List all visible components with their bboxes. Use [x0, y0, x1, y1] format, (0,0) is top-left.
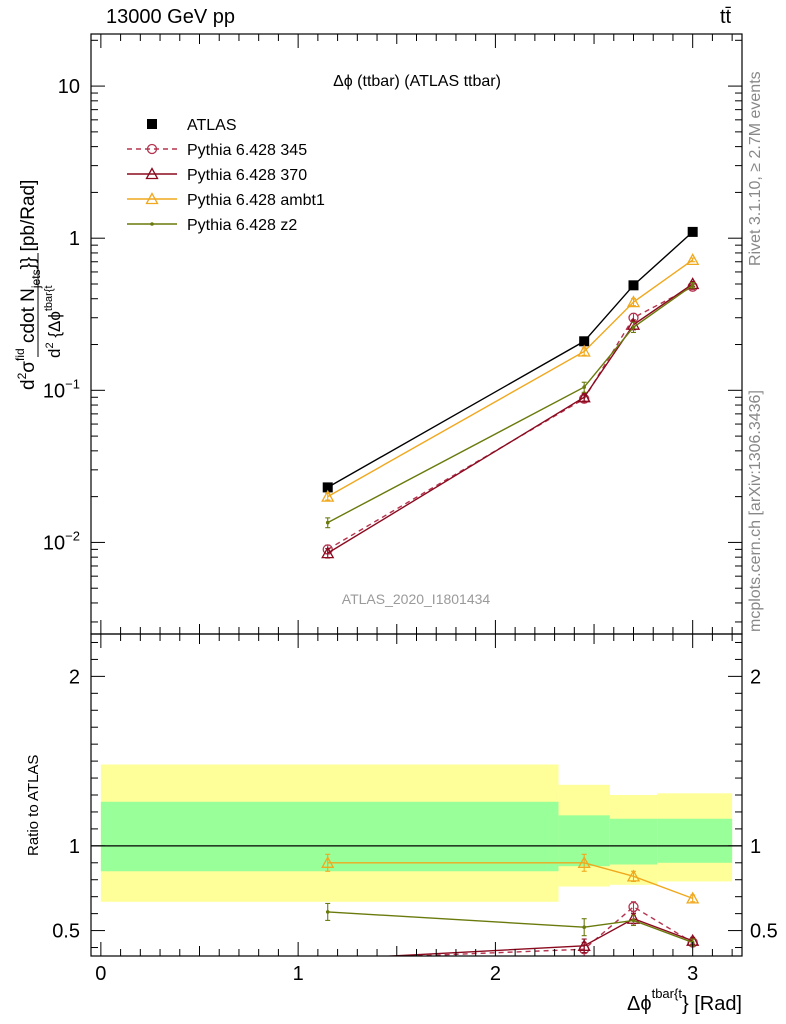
main-point-2-0 — [321, 546, 335, 559]
xtick-label-1: 1 — [293, 963, 304, 985]
legend-marker-0 — [147, 119, 157, 129]
ratio-series-line-3 — [327, 911, 693, 944]
main-point-3-0 — [321, 489, 335, 502]
legend-label-4: Pythia 6.428 z2 — [187, 217, 297, 234]
xlabel-sup: tbar{t — [652, 986, 683, 1001]
ratio-point-2-2 — [626, 869, 641, 882]
ylabel-sup2: 2 — [15, 372, 29, 379]
ratio-series-line-1 — [378, 917, 693, 956]
ylabel-jets: jets — [29, 269, 43, 289]
main-ytick-label-1: 10−1 — [43, 376, 80, 402]
ratio-ytick-label-left-0: 0.5 — [52, 921, 80, 943]
ratio-panel: 0 1 2 3 0.5 0.5 1 1 2 2 — [52, 633, 778, 985]
legend: ATLAS Pythia 6.428 345 Pythia 6.428 370 Pyt… — [127, 117, 325, 234]
main-ytick-label-3: 10 — [58, 76, 80, 98]
ratio-point-3-2 — [631, 918, 636, 923]
ratio-ytick-label-left-2: 2 — [69, 666, 80, 688]
ratio-ytick-label-right-2: 2 — [750, 666, 761, 688]
main-ylabel-denominator: d2 {Δϕtbar{t — [43, 285, 64, 358]
main-point-0-1 — [579, 336, 590, 347]
ratio-point-2-0 — [321, 855, 335, 868]
main-panel: 10−2 10−1 1 10 — [43, 33, 743, 635]
legend-label-3: Pythia 6.428 ambt1 — [187, 192, 325, 209]
ratio-point-2-1 — [577, 855, 591, 868]
ratio-point-3-0 — [325, 910, 330, 914]
legend-label-1: Pythia 6.428 345 — [187, 142, 307, 159]
ratio-point-3-1 — [582, 925, 586, 929]
xtick-label-2: 2 — [490, 963, 501, 985]
legend-marker-1 — [146, 143, 158, 155]
main-point-4-3 — [690, 283, 695, 288]
uncertainty-band-inner-2 — [609, 818, 658, 865]
main-series-line-4 — [327, 284, 694, 524]
main-point-4-2 — [631, 325, 636, 329]
ylabel-fid: fid — [13, 348, 27, 361]
legend-marker-3 — [145, 192, 159, 205]
main-point-0-0 — [322, 482, 333, 493]
ylabel-den-d: d — [45, 349, 64, 358]
main-point-4-0 — [325, 520, 330, 525]
xtick-label-3: 3 — [687, 963, 698, 985]
ratio-point-0-2 — [628, 901, 639, 913]
ratio-series-line-2 — [327, 862, 693, 900]
main-ytick-label-2: 1 — [69, 228, 80, 250]
ratio-ytick-label-left-1: 1 — [69, 836, 80, 858]
main-point-0-2 — [628, 280, 639, 291]
process-label: tt̄ — [720, 6, 732, 28]
ylabel-braces: }} [pb/Rad] — [18, 180, 39, 270]
main-title: Δϕ (ttbar) (ATLAS ttbar) — [333, 73, 501, 90]
main-series-line-0 — [327, 231, 694, 489]
analysis-watermark: ATLAS_2020_I1801434 — [342, 591, 491, 607]
main-point-2-1 — [577, 390, 591, 403]
legend-marker-4 — [150, 222, 154, 226]
main-ytick-label-0: 10−2 — [43, 528, 80, 554]
ylabel-cdot: cdot N — [18, 288, 39, 348]
ratio-ylabel: Ratio to ATLAS — [25, 755, 42, 856]
xlabel-tail: } [Rad] — [682, 993, 742, 1015]
ratio-ytick-label-right-0: 0.5 — [750, 921, 778, 943]
ylabel-den-sup: tbar{t — [43, 285, 55, 311]
main-point-3-2 — [626, 295, 641, 308]
ratio-point-2-3 — [686, 891, 700, 904]
ylabel-sigma: σ — [18, 361, 39, 373]
ylabel-d: d — [18, 379, 39, 390]
main-point-0-3 — [687, 226, 698, 237]
xlabel-main: Δϕ — [627, 993, 652, 1015]
legend-marker-2 — [145, 167, 159, 180]
main-point-3-1 — [577, 344, 591, 357]
ylabel-den-brace: {Δϕ — [45, 311, 64, 342]
main-ylabel: d2σfid cdot Njets}} [pb/Rad] — [13, 180, 43, 390]
main-series-line-1 — [327, 286, 694, 550]
main-point-3-3 — [686, 253, 700, 266]
main-point-4-1 — [582, 385, 586, 389]
ylabel-den-sup2: 2 — [44, 342, 56, 348]
main-series-line-3 — [327, 259, 694, 498]
main-series-line-2 — [327, 283, 694, 554]
uncertainty-band-inner-3 — [657, 818, 733, 863]
xlabel: Δϕtbar{t} [Rad] — [627, 986, 742, 1015]
legend-label-2: Pythia 6.428 370 — [187, 167, 307, 184]
xtick-label-0: 0 — [95, 963, 106, 985]
ratio-ytick-label-right-1: 1 — [750, 836, 761, 858]
legend-label-0: ATLAS — [187, 117, 237, 134]
ratio-point-1-1 — [577, 938, 591, 951]
beam-energy-label: 13000 GeV pp — [106, 6, 235, 28]
